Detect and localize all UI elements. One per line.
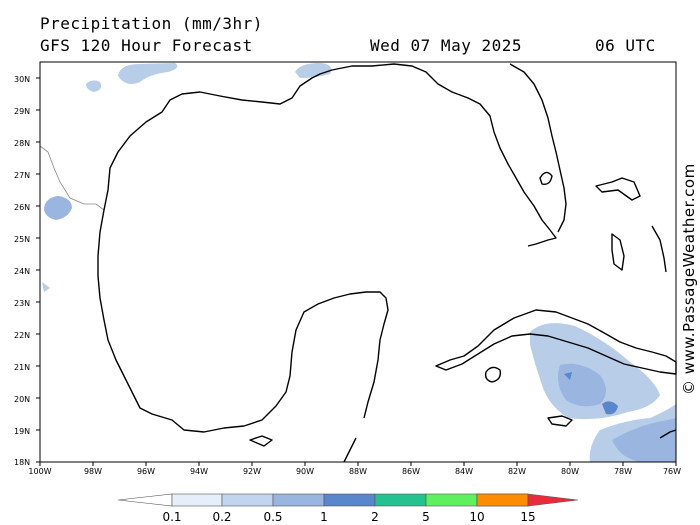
forecast-date: Wed 07 May 2025 — [370, 36, 522, 55]
precip-area-mexico-north — [44, 196, 72, 220]
precip-area-caribbean-core — [602, 401, 618, 415]
lat-label-24n: 24N — [14, 267, 30, 276]
lat-label-26n: 26N — [14, 203, 30, 212]
us-mexico-border — [39, 145, 105, 211]
isla-juventud — [484, 366, 502, 383]
hispaniola-west — [659, 429, 677, 439]
precip-area-nw-louisiana — [118, 63, 178, 84]
mexico-west-coast — [97, 209, 389, 433]
precip-area-caribbean-core2 — [564, 372, 572, 380]
lon-labels: 100W 98W 96W 94W 92W 90W 88W 86W 84W 82W… — [28, 467, 681, 476]
legend-swatch-3 — [272, 493, 325, 507]
lat-label-25n: 25N — [14, 235, 30, 244]
legend-swatch-1 — [171, 493, 223, 507]
lon-label-98w: 98W — [84, 467, 102, 476]
lat-label-22n: 22N — [14, 331, 30, 340]
legend-label-2: 0.5 — [263, 510, 282, 524]
gulf-coastline — [103, 63, 557, 247]
lat-label-29n: 29N — [14, 107, 30, 116]
precip-area-caribbean-cuba — [530, 323, 660, 420]
lon-label-94w: 94W — [190, 467, 208, 476]
legend-swatch-2 — [221, 493, 274, 507]
legend-label-3: 1 — [320, 510, 328, 524]
axis-ticks — [36, 77, 677, 466]
lon-label-96w: 96W — [137, 467, 155, 476]
lon-label-86w: 86W — [402, 467, 420, 476]
legend-swatch-9 — [527, 493, 579, 507]
bay-of-campeche-island — [249, 435, 273, 447]
map-title: Precipitation (mm/3hr) — [40, 14, 263, 33]
land-borders — [39, 145, 105, 211]
bahamas-east — [651, 225, 667, 273]
lon-label-88w: 88W — [349, 467, 367, 476]
legend-swatch-8b — [476, 493, 529, 507]
bahamas-andros — [611, 233, 625, 271]
lon-label-90w: 90W — [296, 467, 314, 476]
lat-label-20n: 20N — [14, 395, 30, 404]
lon-label-84w: 84W — [455, 467, 473, 476]
lat-label-27n: 27N — [14, 171, 30, 180]
lon-label-82w: 82W — [508, 467, 526, 476]
lon-label-80w: 80W — [561, 467, 579, 476]
legend-label-0: 0.1 — [162, 510, 181, 524]
precip-area-mississippi — [295, 63, 332, 78]
lat-label-28n: 28N — [14, 139, 30, 148]
watermark-text: © www.PassageWeather.com — [680, 163, 698, 395]
lon-label-100w: 100W — [28, 467, 51, 476]
forecast-time: 06 UTC — [595, 36, 656, 55]
belize-coast — [343, 437, 357, 463]
lat-label-21n: 21N — [14, 363, 30, 372]
legend-swatch-4 — [323, 493, 376, 507]
lon-label-92w: 92W — [243, 467, 261, 476]
legend-swatch-0 — [117, 493, 173, 507]
legend-swatch-5 — [374, 493, 427, 507]
legend-label-1: 0.2 — [212, 510, 231, 524]
precip-legend: 0.1 0.2 0.5 1 2 5 10 15 — [117, 493, 579, 524]
florida-east-coast — [509, 63, 567, 233]
legend-label-7: 15 — [520, 510, 535, 524]
precip-area-mexico-east — [42, 282, 50, 292]
lon-label-78w: 78W — [614, 467, 632, 476]
lat-label-23n: 23N — [14, 299, 30, 308]
legend-label-4: 2 — [371, 510, 379, 524]
lake-okeechobee — [539, 171, 553, 186]
legend-label-5: 5 — [422, 510, 430, 524]
lat-label-19n: 19N — [14, 427, 30, 436]
lat-labels: 30N 29N 28N 27N 26N 25N 24N 23N 22N 21N … — [14, 75, 30, 467]
legend-label-6: 10 — [469, 510, 484, 524]
lon-label-76w: 76W — [663, 467, 681, 476]
legend-swatch-6 — [425, 493, 478, 507]
jamaica — [547, 415, 573, 427]
coastlines — [97, 63, 677, 463]
bahamas-north — [595, 177, 641, 201]
precip-areas — [42, 63, 676, 462]
lat-label-18n: 18N — [14, 458, 30, 467]
precip-area-jamaica-mid — [612, 418, 676, 462]
lat-label-30n: 30N — [14, 75, 30, 84]
precip-area-texas-north — [86, 80, 102, 92]
forecast-subtitle: GFS 120 Hour Forecast — [40, 36, 253, 55]
